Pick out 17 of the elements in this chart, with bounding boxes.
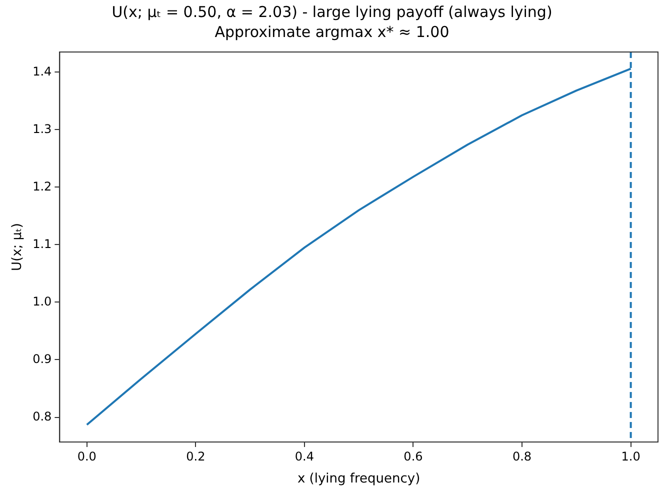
x-tick-label: 0.4 — [294, 449, 314, 464]
y-tick-label: 0.8 — [32, 409, 52, 424]
y-tick-label: 1.1 — [32, 236, 52, 251]
y-tick-label: 1.4 — [32, 64, 52, 78]
x-tick-label: 0.8 — [512, 449, 532, 464]
y-tick-label: 1.0 — [32, 294, 52, 308]
chart-subtitle: Approximate argmax x* ≈ 1.00 — [214, 22, 450, 41]
chart-title: U(x; μₜ = 0.50, α = 2.03) - large lying payoff (always lying) — [112, 2, 552, 21]
y-tick-label: 1.3 — [32, 122, 52, 136]
x-axis-title: x (lying frequency) — [297, 472, 420, 487]
x-tick-label: 0.0 — [77, 449, 96, 464]
y-tick-label: 0.9 — [32, 352, 52, 366]
x-tick-label: 0.2 — [186, 449, 206, 464]
y-axis-title: U(x; μₜ) — [10, 223, 26, 271]
x-tick-label: 1.0 — [621, 449, 640, 464]
y-tick-label: 1.2 — [32, 179, 52, 194]
x-tick-label: 0.6 — [404, 449, 423, 464]
